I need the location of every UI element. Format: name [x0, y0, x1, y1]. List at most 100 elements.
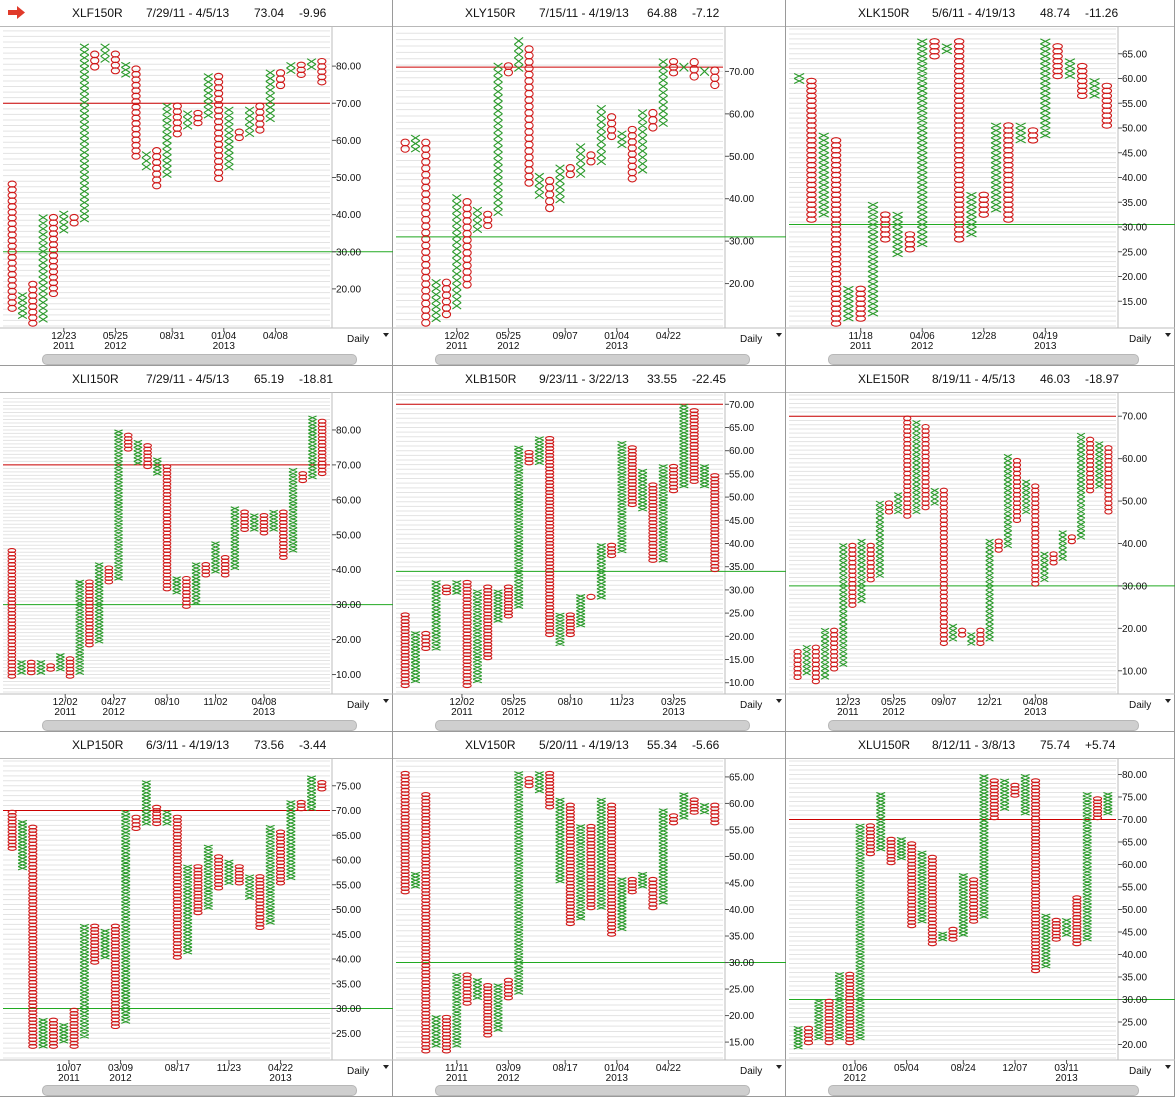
o-column [143, 443, 152, 470]
timeframe-select[interactable]: Daily [740, 334, 763, 345]
chevron-down-icon[interactable] [776, 1065, 782, 1069]
y-tick-label: 40.00 [729, 905, 754, 916]
x-column [990, 122, 1002, 213]
horizontal-scrollbar[interactable] [828, 720, 1139, 731]
y-tick-label: 70.00 [336, 99, 361, 110]
x-column [839, 543, 848, 668]
y-tick-label: 50.00 [336, 173, 361, 184]
horizontal-scrollbar[interactable] [42, 354, 357, 365]
title-date-range: 8/19/11 - 4/5/13 [932, 372, 1016, 386]
o-column [948, 926, 958, 942]
timeframe-select[interactable]: Daily [347, 334, 370, 345]
o-column [545, 436, 555, 638]
o-column [213, 854, 224, 891]
x-column [857, 538, 866, 604]
x-column [893, 492, 903, 515]
x-column [162, 102, 172, 178]
timeframe-select[interactable]: Daily [740, 1066, 763, 1077]
gridlines [3, 30, 330, 327]
horizontal-scrollbar[interactable] [435, 354, 750, 365]
timeframe-select[interactable]: Daily [1129, 700, 1152, 711]
chevron-down-icon[interactable] [383, 699, 389, 703]
x-column [38, 214, 48, 323]
y-tick-label: 10.00 [729, 678, 754, 689]
chevron-down-icon[interactable] [776, 333, 782, 337]
y-tick-label: 55.00 [336, 880, 361, 891]
chart-panel-xli[interactable]: XLI150R 7/29/11 - 4/5/13 65.19 -18.81 10.00 2… [0, 366, 393, 732]
pnf-chart-xlb: 10.00 15.00 20.00 25.00 30.00 35.00 40.00 45.00… [393, 392, 786, 718]
o-column [193, 864, 203, 916]
o-column [976, 627, 985, 647]
pnf-columns [793, 415, 1113, 685]
x-column [596, 797, 606, 911]
y-tick-label: 30.00 [729, 585, 754, 596]
title-symbol: XLI150R [72, 372, 119, 386]
o-column [7, 180, 17, 312]
chart-panel-xlf[interactable]: XLF150R 7/29/11 - 4/5/13 73.04 -9.96 20.00 30… [0, 0, 393, 366]
o-column [880, 211, 891, 243]
timeframe-select[interactable]: Daily [1129, 334, 1152, 345]
chart-panel-xly[interactable]: XLY150R 7/15/11 - 4/19/13 64.88 -7.12 20.00 3… [393, 0, 786, 366]
x-column [930, 487, 939, 506]
x-tick-date: 04/08 [251, 697, 276, 708]
x-column [912, 419, 921, 515]
chart-panel-xle[interactable]: XLE150R 8/19/11 - 4/5/13 46.03 -18.97 10.00 2… [786, 366, 1175, 732]
panel-title-bar: XLP150R 6/3/11 - 4/19/13 73.56 -3.44 [0, 732, 392, 759]
chart-panel-xlk[interactable]: XLK150R 5/6/11 - 4/19/13 48.74 -11.26 15.00 2… [786, 0, 1175, 366]
o-column [275, 829, 286, 886]
x-tick-date: 04/08 [263, 331, 288, 342]
horizontal-scrollbar[interactable] [42, 1085, 357, 1096]
x-tick-date: 10/07 [56, 1063, 81, 1074]
x-column [534, 771, 544, 794]
chevron-down-icon[interactable] [1165, 333, 1171, 337]
x-column [431, 278, 441, 323]
red-arrow-icon[interactable] [8, 6, 26, 19]
chart-panel-xlv[interactable]: XLV150R 5/20/11 - 4/19/13 55.34 -5.66 15.00 2… [393, 732, 786, 1097]
x-column [249, 513, 259, 532]
timeframe-select[interactable]: Daily [347, 700, 370, 711]
chart-panel-xlp[interactable]: XLP150R 6/3/11 - 4/19/13 73.56 -3.44 25.00 30… [0, 732, 393, 1097]
o-column [48, 1017, 59, 1049]
x-column [637, 468, 648, 512]
y-tick-labels: 20.00 30.00 40.00 50.00 60.00 70.00 [725, 67, 754, 290]
title-date-range: 8/12/11 - 3/8/13 [932, 738, 1016, 752]
chevron-down-icon[interactable] [1165, 699, 1171, 703]
x-column [288, 467, 298, 553]
x-column [555, 164, 565, 204]
panel-title-bar: XLU150R 8/12/11 - 3/8/13 75.74 +5.74 [786, 732, 1174, 759]
y-tick-label: 40.00 [1122, 950, 1147, 961]
horizontal-scrollbar[interactable] [42, 720, 357, 731]
o-column [824, 998, 834, 1046]
chevron-down-icon[interactable] [383, 1065, 389, 1069]
chevron-down-icon[interactable] [776, 699, 782, 703]
timeframe-select[interactable]: Daily [347, 1066, 370, 1077]
y-tick-label: 50.00 [1122, 497, 1147, 508]
o-column [26, 659, 36, 676]
chart-panel-xlb[interactable]: XLB150R 9/23/11 - 3/22/13 33.55 -22.45 10.00… [393, 366, 786, 732]
y-tick-label: 10.00 [1122, 666, 1147, 677]
x-tick-year: 2012 [911, 341, 934, 352]
chevron-down-icon[interactable] [383, 333, 389, 337]
title-last-price: 65.19 [254, 372, 285, 386]
horizontal-scrollbar[interactable] [828, 354, 1139, 365]
x-tick-date: 05/25 [881, 697, 906, 708]
x-tick-date: 12/02 [449, 697, 474, 708]
chart-panel-xlu[interactable]: XLU150R 8/12/11 - 3/8/13 75.74 +5.74 20.00 25… [786, 732, 1175, 1097]
timeframe-select[interactable]: Daily [740, 700, 763, 711]
horizontal-scrollbar[interactable] [435, 1085, 750, 1096]
chevron-down-icon[interactable] [1165, 1065, 1171, 1069]
y-tick-label: 55.00 [729, 825, 754, 836]
title-symbol: XLF150R [72, 6, 123, 20]
x-tick-date: 04/06 [910, 331, 935, 342]
horizontal-scrollbar[interactable] [435, 720, 750, 731]
x-tick-year: 2013 [213, 341, 236, 352]
x-column [493, 62, 503, 217]
x-column [452, 194, 462, 310]
timeframe-select[interactable]: Daily [1129, 1066, 1152, 1077]
y-tick-label: 45.00 [336, 930, 361, 941]
horizontal-scrollbar[interactable] [828, 1085, 1139, 1096]
o-column [162, 464, 172, 592]
o-column [462, 579, 472, 689]
o-column [689, 57, 699, 81]
